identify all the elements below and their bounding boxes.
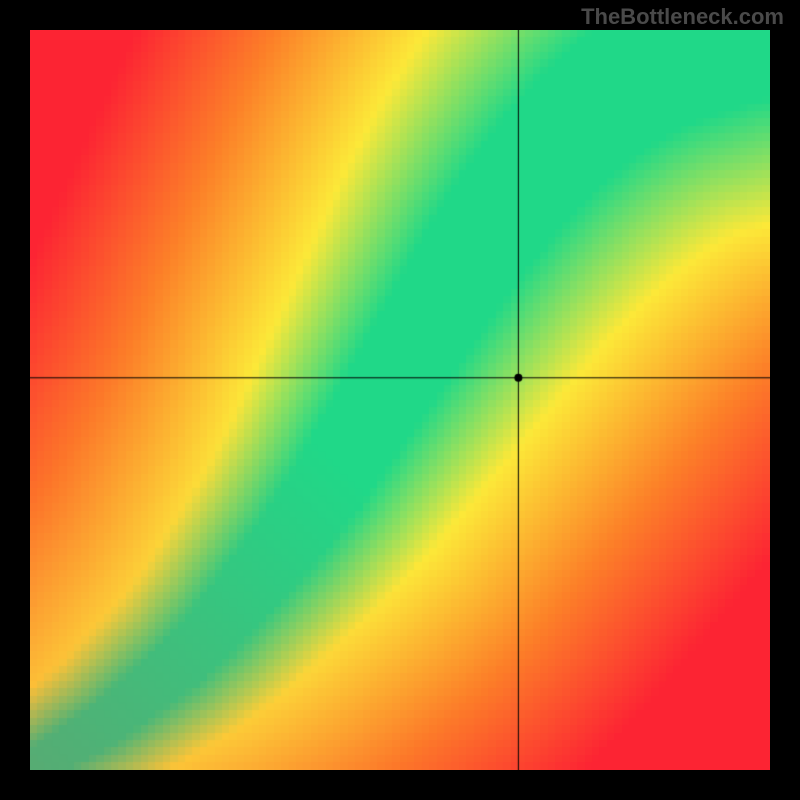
chart-container: TheBottleneck.com [0,0,800,800]
heatmap-canvas [30,30,770,770]
watermark-text: TheBottleneck.com [581,4,784,30]
heatmap-frame [30,30,770,770]
